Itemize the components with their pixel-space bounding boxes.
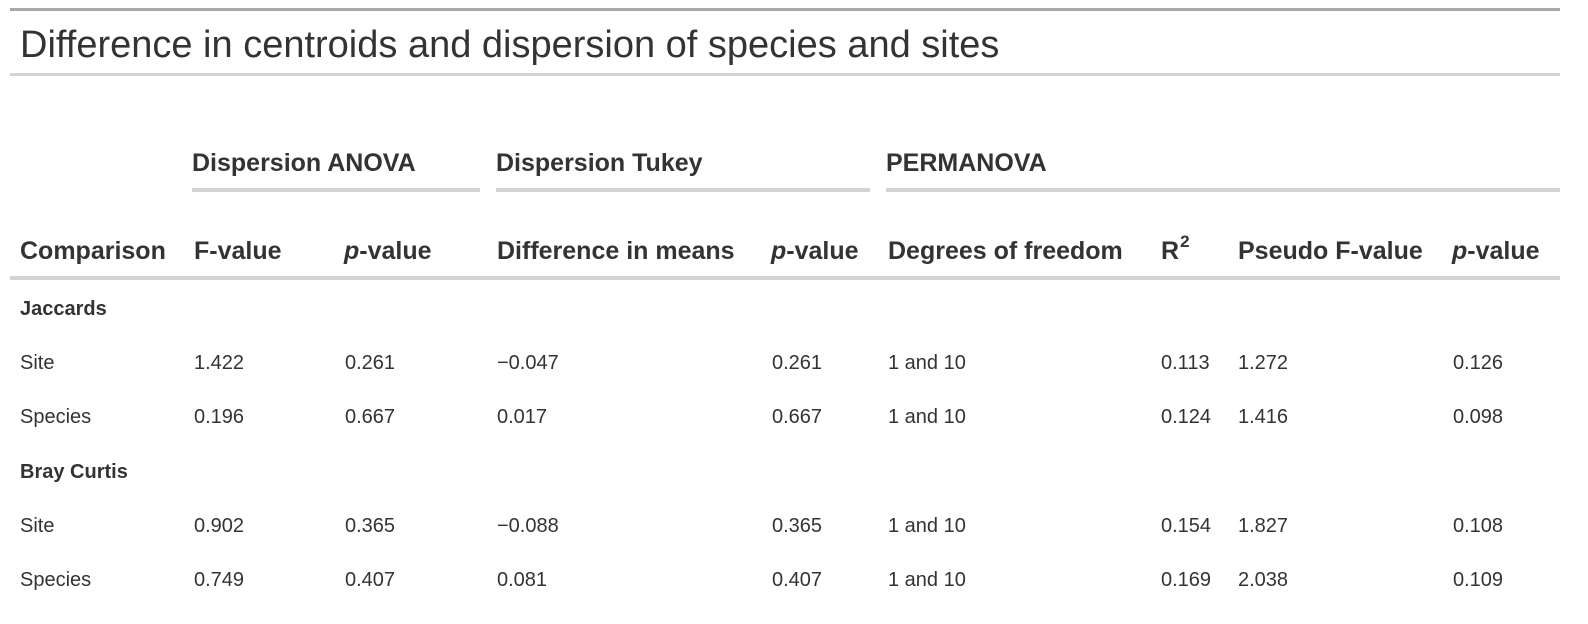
cell-tukey-p: 0.261 <box>772 352 823 374</box>
cell-tukey-diff: −0.088 <box>497 515 559 537</box>
p-italic: p <box>344 237 360 265</box>
cell-dof: 1 and 10 <box>888 569 966 591</box>
cell-pseudo-f: 1.416 <box>1238 406 1289 428</box>
col-header-text: -value <box>1467 237 1540 265</box>
cell-anova-f: 0.749 <box>194 569 245 591</box>
cell-anova-p: 0.261 <box>345 352 396 374</box>
cell-tukey-p: 0.667 <box>772 406 823 428</box>
spanner-label: Dispersion Tukey <box>496 149 703 177</box>
cell-pseudo-f: 1.272 <box>1238 352 1289 374</box>
cell-permanova-p: 0.108 <box>1453 515 1504 537</box>
cell-tukey-diff: 0.081 <box>497 569 548 591</box>
col-header-text: -value <box>786 237 859 265</box>
cell-permanova-p: 0.126 <box>1453 352 1504 374</box>
spanner-label: Dispersion ANOVA <box>192 149 416 177</box>
cell-anova-f: 1.422 <box>194 352 245 374</box>
cell-comparison: Species <box>20 406 92 428</box>
col-header-text: Degrees of freedom <box>888 237 1123 265</box>
cell-comparison: Site <box>20 352 55 374</box>
cell-comparison: Site <box>20 515 55 537</box>
cell-pseudo-f: 1.827 <box>1238 515 1289 537</box>
col-header-tukey-p: p-value <box>771 232 859 270</box>
p-italic: p <box>771 237 787 265</box>
spanner-dispersion-anova: Dispersion ANOVA <box>192 146 480 192</box>
row-group-label: Bray Curtis <box>20 461 128 483</box>
col-header-permanova-p: p-value <box>1452 232 1540 270</box>
cell-anova-p: 0.365 <box>345 515 396 537</box>
cell-permanova-p: 0.109 <box>1453 569 1504 591</box>
col-header-text: Difference in means <box>497 237 735 265</box>
spanner-label: PERMANOVA <box>886 149 1047 177</box>
col-header-anova-f: F-value <box>194 232 282 270</box>
col-header-tukey-diff: Difference in means <box>497 232 735 270</box>
cell-r2: 0.113 <box>1161 352 1210 374</box>
cell-dof: 1 and 10 <box>888 515 966 537</box>
cell-tukey-p: 0.365 <box>772 515 823 537</box>
col-header-pseudo-f: Pseudo F-value <box>1238 232 1423 270</box>
col-header-text: R <box>1161 237 1180 265</box>
cell-dof: 1 and 10 <box>888 352 966 374</box>
superscript: 2 <box>1180 231 1190 251</box>
cell-dof: 1 and 10 <box>888 406 966 428</box>
cell-tukey-diff: 0.017 <box>497 406 548 428</box>
cell-anova-p: 0.667 <box>345 406 396 428</box>
col-header-anova-p: p-value <box>344 232 432 270</box>
cell-comparison: Species <box>20 569 92 591</box>
cell-tukey-diff: −0.047 <box>497 352 559 374</box>
cell-anova-p: 0.407 <box>345 569 396 591</box>
cell-r2: 0.124 <box>1161 406 1212 428</box>
col-header-r2: R2 <box>1161 232 1190 270</box>
cell-r2: 0.169 <box>1161 569 1212 591</box>
row-group-label: Jaccards <box>20 298 107 320</box>
cell-anova-f: 0.196 <box>194 406 245 428</box>
table-top-rule <box>10 8 1560 11</box>
col-header-dof: Degrees of freedom <box>888 232 1123 270</box>
col-header-comparison: Comparison <box>20 232 166 270</box>
spanner-dispersion-tukey: Dispersion Tukey <box>496 146 870 192</box>
cell-tukey-p: 0.407 <box>772 569 823 591</box>
cell-pseudo-f: 2.038 <box>1238 569 1289 591</box>
spanner-permanova: PERMANOVA <box>886 146 1560 192</box>
p-italic: p <box>1452 237 1468 265</box>
cell-r2: 0.154 <box>1161 515 1212 537</box>
col-header-text: Pseudo F-value <box>1238 237 1423 265</box>
col-header-text: F-value <box>194 237 282 265</box>
title-rule <box>10 73 1560 76</box>
cell-permanova-p: 0.098 <box>1453 406 1504 428</box>
col-header-text: -value <box>359 237 432 265</box>
col-header-text: Comparison <box>20 237 166 265</box>
header-rule <box>10 276 1560 280</box>
cell-anova-f: 0.902 <box>194 515 245 537</box>
table-title: Difference in centroids and dispersion o… <box>20 24 1000 66</box>
